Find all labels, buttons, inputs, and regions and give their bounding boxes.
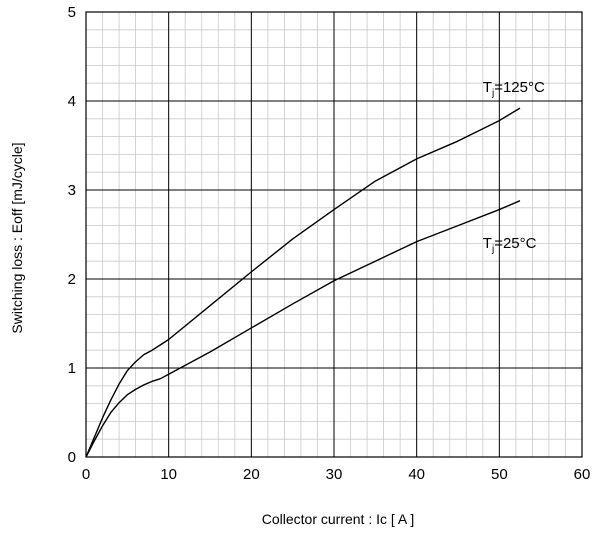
y-tick-label: 2 bbox=[68, 271, 76, 288]
x-tick-label: 40 bbox=[408, 466, 425, 483]
x-tick-label: 60 bbox=[574, 466, 591, 483]
x-tick-label: 30 bbox=[326, 466, 343, 483]
series-label-tj-25c: Tj=25°C bbox=[483, 235, 537, 255]
y-tick-label: 0 bbox=[68, 449, 76, 466]
x-tick-label: 50 bbox=[491, 466, 508, 483]
series-line-tj-125c bbox=[85, 107, 521, 458]
y-tick-label: 1 bbox=[68, 360, 76, 377]
curve-labels: Tj=125°C Tj=25°C bbox=[483, 79, 545, 255]
y-tick-label: 3 bbox=[68, 182, 76, 199]
tick-labels: 0 10 20 30 40 50 60 0 1 2 3 4 5 bbox=[68, 4, 591, 483]
x-axis-title: Collector current : Ic [ A ] bbox=[262, 511, 415, 527]
x-tick-label: 10 bbox=[160, 466, 177, 483]
y-tick-label: 5 bbox=[68, 4, 76, 21]
x-tick-label: 20 bbox=[243, 466, 260, 483]
major-grid bbox=[86, 12, 582, 457]
x-tick-label: 0 bbox=[82, 466, 90, 483]
plot-frame bbox=[85, 11, 583, 458]
y-tick-label: 4 bbox=[68, 93, 76, 110]
series-label-tj-125c: Tj=125°C bbox=[483, 79, 545, 99]
series-layer bbox=[85, 107, 521, 458]
y-axis-title: Switching loss : Eoff [mJ/cycle] bbox=[9, 142, 25, 333]
series-line-tj-25c bbox=[85, 200, 521, 458]
